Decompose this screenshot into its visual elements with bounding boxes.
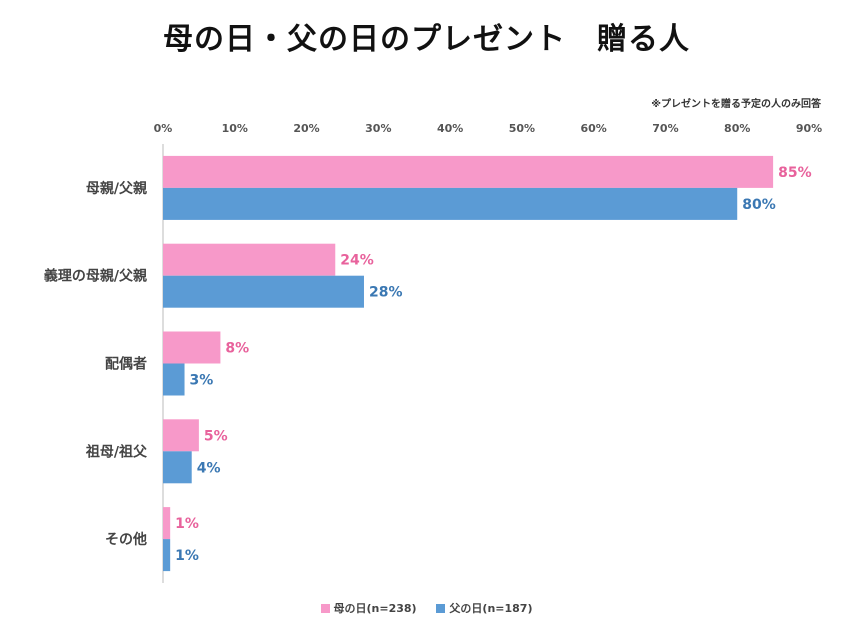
x-tick-label: 50% xyxy=(509,122,535,135)
data-label-mothers-day: 85% xyxy=(778,165,812,181)
legend-swatch-mothers-day xyxy=(320,604,330,613)
x-tick-label: 80% xyxy=(724,122,750,135)
legend-label-fathers-day: 父の日(n=187) xyxy=(449,602,533,615)
data-label-fathers-day: 1% xyxy=(175,548,199,564)
legend-label-mothers-day: 母の日(n=238) xyxy=(333,602,417,615)
data-label-mothers-day: 5% xyxy=(204,428,228,444)
data-label-fathers-day: 28% xyxy=(369,285,403,301)
data-label-mothers-day: 24% xyxy=(340,253,374,269)
legend-swatch-fathers-day xyxy=(436,604,446,613)
bar-mothers-day xyxy=(163,419,199,452)
bar-mothers-day xyxy=(163,331,221,364)
x-tick-label: 10% xyxy=(222,122,248,135)
x-tick-label: 60% xyxy=(580,122,606,135)
bar-fathers-day xyxy=(163,275,364,308)
x-tick-label: 40% xyxy=(437,122,463,135)
category-label: 祖母/祖父 xyxy=(85,443,148,460)
bar-fathers-day xyxy=(163,539,171,572)
category-label: 母親/父親 xyxy=(86,180,147,197)
data-label-fathers-day: 3% xyxy=(190,373,214,389)
data-label-mothers-day: 8% xyxy=(225,341,249,357)
x-tick-label: 90% xyxy=(796,122,822,135)
legend-item-fathers-day: 父の日(n=187) xyxy=(436,600,533,616)
category-label: 義理の母親/父親 xyxy=(44,268,147,285)
x-tick-label: 70% xyxy=(652,122,678,135)
category-label: 配偶者 xyxy=(105,356,147,373)
data-label-fathers-day: 4% xyxy=(197,460,221,476)
data-label-fathers-day: 80% xyxy=(742,197,776,213)
x-tick-label: 20% xyxy=(293,122,319,135)
legend: 母の日(n=238) 父の日(n=187) xyxy=(0,600,853,616)
category-label: その他 xyxy=(105,531,147,548)
chart-title: 母の日・父の日のプレゼント 贈る人 xyxy=(163,22,690,57)
bar-mothers-day xyxy=(163,155,774,188)
bar-mothers-day xyxy=(163,243,336,276)
x-tick-label: 30% xyxy=(365,122,391,135)
bar-mothers-day xyxy=(163,507,171,540)
bar-fathers-day xyxy=(163,451,192,484)
data-label-mothers-day: 1% xyxy=(175,516,199,532)
bar-fathers-day xyxy=(163,363,185,396)
x-tick-label: 0% xyxy=(154,122,173,135)
bar-fathers-day xyxy=(163,187,738,220)
legend-item-mothers-day: 母の日(n=238) xyxy=(320,600,417,616)
chart-note: ※プレゼントを贈る予定の人のみ回答 xyxy=(651,99,821,110)
